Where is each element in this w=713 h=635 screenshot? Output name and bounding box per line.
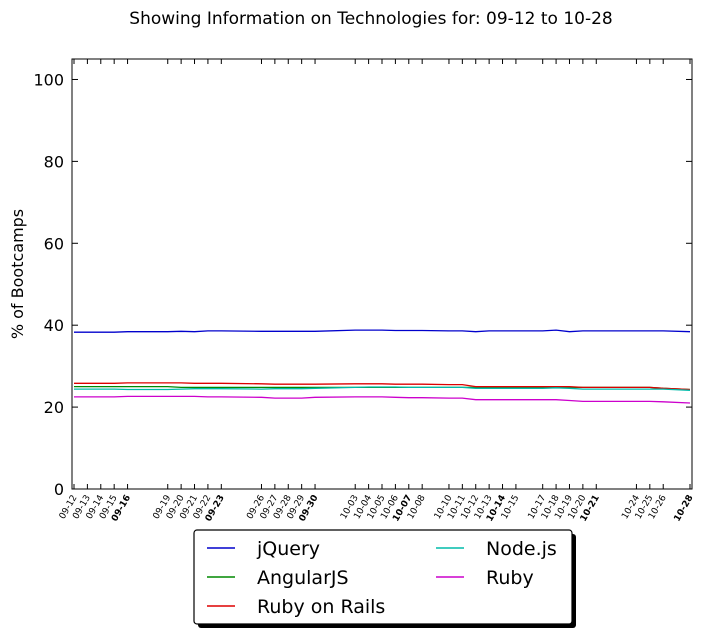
y-tick-label: 0	[54, 480, 64, 499]
legend: jQuery AngularJS Ruby on Rails Node.js Ruby	[193, 529, 576, 628]
plot-frame	[71, 58, 693, 490]
legend-label: Node.js	[486, 538, 557, 560]
y-axis: 0 20 40 60 80 100	[33, 70, 692, 499]
x-tick-label: 10-28	[673, 494, 696, 524]
series-line-jquery	[74, 329, 691, 333]
y-tick-label: 40	[44, 316, 64, 335]
legend-label: Ruby on Rails	[257, 596, 385, 618]
series-line-ruby-on-rails	[74, 382, 691, 391]
legend-box	[193, 529, 573, 625]
legend-label: AngularJS	[257, 567, 349, 589]
series-line-node-js	[74, 386, 691, 391]
series-line-ruby	[74, 395, 691, 404]
series-layer	[74, 329, 691, 404]
y-axis-label: % of Bootcamps	[8, 209, 27, 339]
y-tick-label: 60	[44, 234, 64, 253]
chart-title: Showing Information on Technologies for:…	[129, 9, 612, 29]
legend-label: Ruby	[486, 567, 534, 589]
y-tick-label: 80	[44, 152, 64, 171]
y-tick-label: 20	[44, 398, 64, 417]
y-tick-label: 100	[33, 70, 64, 89]
legend-label: jQuery	[256, 538, 320, 560]
